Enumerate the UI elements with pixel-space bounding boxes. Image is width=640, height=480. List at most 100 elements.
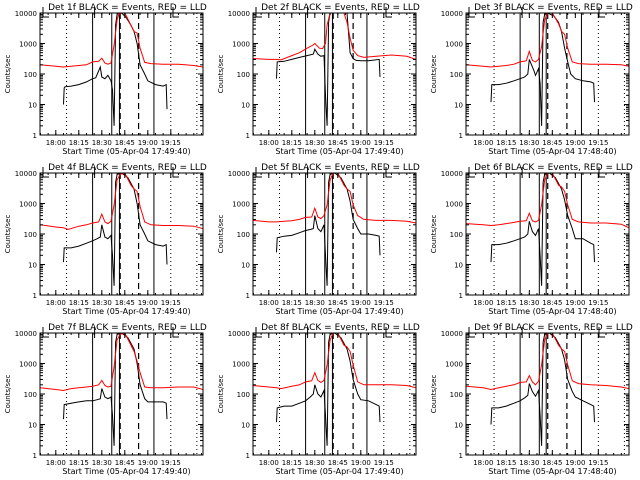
panel-det-9f: 1 10 100 1000 10000 18:00 18:15 18:30 18:45 19:00… (426, 320, 639, 480)
y-tick-label: 1 (459, 292, 463, 300)
y-tick-label: 10 (28, 262, 37, 270)
x-tick-label: 19:15 (161, 299, 181, 307)
bracket-marker (598, 327, 605, 338)
x-tick-label: 19:15 (588, 139, 608, 147)
y-tick-label: 10 (454, 102, 463, 110)
x-tick-label: 19:00 (351, 139, 371, 147)
x-axis-label: Start Time (05-Apr-04 17:49:40) (275, 147, 403, 156)
y-tick-label: 1 (33, 452, 37, 460)
bracket-marker (255, 327, 262, 338)
x-tick-label: 18:30 (519, 459, 539, 467)
chart-title: Det 1f BLACK = Events, RED = LLD (48, 3, 207, 13)
bracket-marker (385, 7, 392, 18)
series-line-events (490, 333, 595, 446)
y-tick-label: 1 (459, 132, 463, 140)
x-tick-label: 18:15 (69, 299, 89, 307)
y-axis-label: Counts/sec (4, 215, 12, 254)
x-tick-label: 19:00 (565, 139, 585, 147)
x-tick-label: 18:00 (46, 139, 66, 147)
panel-det-5f: 1 10 100 1000 10000 18:00 18:15 18:30 18:45 19:00… (213, 160, 426, 320)
x-axis-label: Start Time (05-Apr-04 17:49:40) (62, 467, 190, 476)
bracket-marker (385, 327, 392, 338)
series-line-lld (253, 333, 416, 390)
y-tick-label: 10000 (441, 170, 463, 178)
bracket-marker (255, 7, 262, 18)
y-tick-label: 1 (246, 132, 250, 140)
x-tick-label: 19:00 (138, 299, 158, 307)
x-tick-label: 19:00 (565, 459, 585, 467)
series-line-lld (40, 173, 203, 231)
series-line-events (490, 173, 595, 286)
y-tick-label: 1000 (445, 201, 463, 209)
x-tick-label: 19:15 (374, 459, 394, 467)
y-tick-label: 100 (24, 391, 37, 399)
chart-svg: 1 10 100 1000 10000 18:00 18:15 18:30 18:45 19:00… (217, 163, 420, 316)
y-tick-label: 1000 (232, 41, 250, 49)
y-axis-label: Counts/sec (217, 375, 225, 414)
chart-title: Det 8f BLACK = Events, RED = LLD (261, 323, 420, 333)
y-tick-label: 100 (237, 231, 250, 239)
y-tick-label: 10000 (228, 170, 250, 178)
plot-frame (252, 332, 417, 456)
chart-title: Det 9f BLACK = Events, RED = LLD (474, 323, 633, 333)
y-axis-label: Counts/sec (217, 215, 225, 254)
y-tick-label: 100 (237, 391, 250, 399)
panel-det-7f: 1 10 100 1000 10000 18:00 18:15 18:30 18:45 19:00… (0, 320, 213, 480)
x-tick-label: 18:45 (542, 139, 562, 147)
y-tick-label: 1 (459, 452, 463, 460)
y-tick-label: 1 (246, 452, 250, 460)
panel-det-8f: 1 10 100 1000 10000 18:00 18:15 18:30 18:45 19:00… (213, 320, 426, 480)
x-axis-label: Start Time (05-Apr-04 17:49:40) (62, 147, 190, 156)
series-line-events (63, 173, 168, 286)
y-tick-label: 10000 (15, 170, 37, 178)
x-axis-label: Start Time (05-Apr-04 17:49:40) (62, 307, 190, 316)
x-tick-label: 19:15 (161, 459, 181, 467)
series-line-events (276, 13, 381, 126)
bracket-marker (385, 167, 392, 178)
chart-title: Det 4f BLACK = Events, RED = LLD (48, 163, 207, 173)
x-tick-label: 18:30 (92, 139, 112, 147)
x-tick-label: 18:00 (259, 299, 279, 307)
bracket-marker (172, 7, 179, 18)
bracket-marker (255, 167, 262, 178)
x-tick-label: 18:45 (328, 139, 348, 147)
y-axis-label: Counts/sec (217, 55, 225, 94)
y-axis-label: Counts/sec (430, 215, 438, 254)
panel-det-2f: 1 10 100 1000 10000 18:00 18:15 18:30 18:45 19:00… (213, 0, 426, 160)
y-tick-label: 10000 (441, 10, 463, 18)
bracket-marker (42, 327, 49, 338)
x-tick-label: 18:00 (473, 459, 493, 467)
chart-svg: 1 10 100 1000 10000 18:00 18:15 18:30 18:45 19:00… (217, 3, 420, 156)
y-tick-label: 10000 (228, 10, 250, 18)
x-tick-label: 18:45 (328, 459, 348, 467)
bracket-marker (468, 167, 475, 178)
chart-svg: 1 10 100 1000 10000 18:00 18:15 18:30 18:45 19:00… (4, 3, 207, 156)
panel-det-4f: 1 10 100 1000 10000 18:00 18:15 18:30 18:45 19:00… (0, 160, 213, 320)
y-tick-label: 1000 (445, 41, 463, 49)
x-tick-label: 19:15 (374, 299, 394, 307)
chart-title: Det 6f BLACK = Events, RED = LLD (474, 163, 633, 173)
y-tick-label: 10 (241, 262, 250, 270)
y-tick-label: 10000 (15, 330, 37, 338)
x-tick-label: 18:45 (328, 299, 348, 307)
bracket-marker (172, 327, 179, 338)
y-tick-label: 1000 (232, 201, 250, 209)
x-tick-label: 18:15 (496, 139, 516, 147)
bracket-marker (468, 7, 475, 18)
y-tick-label: 10 (241, 422, 250, 430)
y-tick-label: 10 (28, 422, 37, 430)
plot-frame (252, 12, 417, 136)
y-axis-label: Counts/sec (4, 375, 12, 414)
chart-title: Det 7f BLACK = Events, RED = LLD (48, 323, 207, 333)
bracket-marker (598, 7, 605, 18)
y-tick-label: 10 (454, 262, 463, 270)
x-axis-label: Start Time (05-Apr-04 17:48:40) (488, 467, 616, 476)
x-tick-label: 19:00 (565, 299, 585, 307)
chart-svg: 1 10 100 1000 10000 18:00 18:15 18:30 18:45 19:00… (4, 163, 207, 316)
x-tick-label: 19:00 (138, 459, 158, 467)
chart-svg: 1 10 100 1000 10000 18:00 18:15 18:30 18:45 19:00… (217, 323, 420, 476)
series-line-events (63, 333, 168, 446)
chart-svg: 1 10 100 1000 10000 18:00 18:15 18:30 18:45 19:00… (430, 323, 633, 476)
plot-frame (252, 172, 417, 296)
